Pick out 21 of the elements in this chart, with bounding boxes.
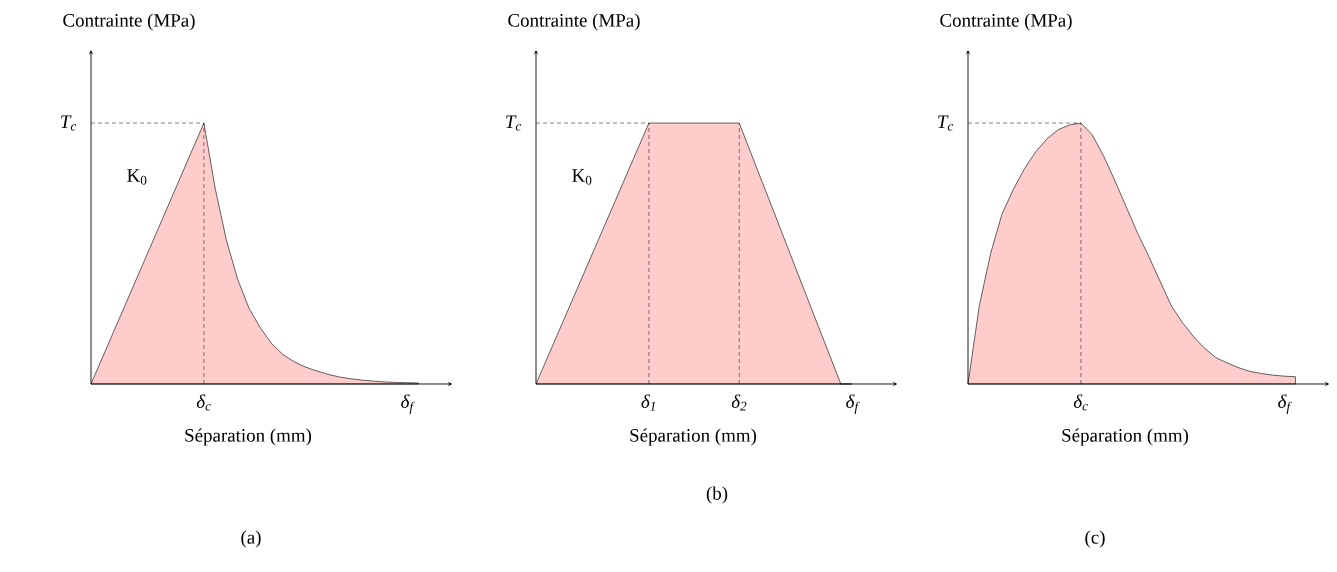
text: (b)	[706, 486, 728, 504]
ref-line-label: T$_{c}$	[61, 115, 77, 131]
x-axis-title: Séparation (mm)	[1062, 428, 1189, 446]
ref-line-label: T$_{c}$	[938, 115, 954, 131]
x-axis-title: Séparation (mm)	[630, 428, 757, 446]
x-tick-label: δ$_{c}$	[196, 394, 211, 411]
x-tick-label: δ$_{c}$	[1073, 394, 1088, 411]
y-axis-title: Contrainte (MPa)	[63, 13, 195, 31]
y-axis-title: Contrainte (MPa)	[940, 13, 1072, 31]
x-tick-label: δ$_{1}$	[641, 394, 655, 411]
x-tick-label: δ$_{f}$	[846, 394, 860, 414]
x-tick-label: δ$_{2}$	[731, 394, 747, 411]
ref-line-label: T$_{c}$	[506, 115, 522, 131]
x-axis-title: Séparation (mm)	[185, 428, 312, 446]
text: (c)	[1085, 530, 1105, 548]
x-tick-label: δ$_{f}$	[1278, 394, 1292, 414]
annotation: K$_{0}$	[572, 169, 592, 185]
x-tick-label: δ$_{f}$	[401, 394, 415, 414]
annotation: K$_{0}$	[127, 169, 147, 185]
y-axis-title: Contrainte (MPa)	[508, 13, 640, 31]
text: (a)	[241, 530, 261, 548]
